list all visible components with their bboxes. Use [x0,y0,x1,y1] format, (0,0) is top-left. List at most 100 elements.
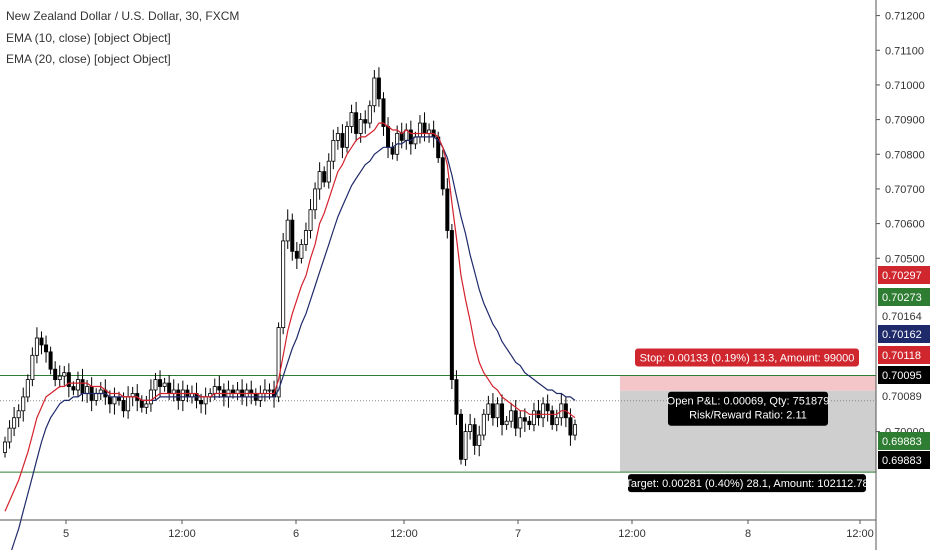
candle-body [440,157,445,190]
candle-body [285,219,290,242]
stop-tag-bg [635,348,859,367]
candle-body [44,344,49,353]
candle-body [417,122,422,138]
candle-body [390,146,395,155]
candle-body [30,354,35,381]
candle-body [48,351,53,370]
candle-body [326,160,331,183]
candle-body [331,139,336,162]
candle-body [276,327,281,398]
price-label-bg [878,307,930,325]
candle-body [71,386,76,391]
price-label-text: 0.70273 [882,292,922,304]
candle-body [527,420,532,426]
candle-body [203,396,208,405]
candle-body [372,77,377,107]
candle-body [167,382,172,394]
price-label-text: 0.70162 [882,329,922,341]
candle-body [180,389,185,401]
candle-body [500,403,505,426]
candle-body [126,396,131,412]
price-label-bg [878,288,930,306]
candle-body [458,413,463,460]
target-tag-bg [628,474,866,493]
candle-body [509,410,514,422]
candle-body [513,410,518,429]
candle-body [212,386,217,394]
candle-body [472,424,477,446]
price-tick-label: 0.70500 [885,253,925,265]
ema20-line [11,136,576,550]
candle-body [281,240,286,328]
price-label-bg [878,451,930,469]
candle-body [518,417,523,429]
candle-body [367,105,372,124]
candle-body [422,122,427,134]
candle-body [408,129,413,145]
stop-tag-text: Stop: 0.00133 (0.19%) 13.3, Amount: 9900… [640,352,855,364]
candle-body [112,396,117,405]
price-label-text: 0.70297 [882,270,922,282]
candle-body [7,427,12,443]
time-tick-label: 6 [293,528,299,540]
time-tick-label: 8 [745,528,751,540]
candle-body [16,410,21,419]
candles [3,67,578,466]
candle-body [139,399,144,408]
candle-body [568,417,573,436]
ema-lines [4,122,576,550]
candle-body [144,403,149,408]
candle-body [267,389,272,392]
candle-body [317,171,322,190]
candle-body [39,337,44,346]
candle-body [162,382,167,387]
candle-body [454,379,459,415]
candle-body [80,379,85,394]
candle-body [66,372,71,387]
candle-body [294,250,299,259]
candle-body [504,420,509,426]
price-label-text: 0.70095 [882,370,922,382]
candle-body [522,417,527,422]
candle-body [340,133,345,148]
candle-body [468,424,473,432]
price-label-bg [878,387,930,405]
price-tick-label: 0.70800 [885,149,925,161]
candle-body [21,396,26,412]
candle-body [53,368,58,381]
price-label-bg [878,346,930,364]
candle-body [449,230,454,381]
price-label-text: 0.70118 [882,350,921,362]
legend-ema10: EMA (10, close) [object Object] [6,31,171,45]
candle-body [463,431,468,460]
time-tick-label: 12:00 [618,528,646,540]
price-axis[interactable]: 0.71200 0.71100 0.71000 0.70900 0.70800 0.707… [875,0,932,550]
candle-body [363,119,368,124]
candle-body [75,379,80,391]
candle-body [376,77,381,100]
pnl-line2: Risk/Reward Ratio: 2.11 [689,410,807,422]
candle-body [217,386,222,391]
candle-body [381,98,386,127]
price-label-text: 0.70164 [882,311,922,323]
candle-body [313,188,318,211]
time-axis[interactable]: 5 12:00 6 12:00 7 12:00 8 12:00 [0,519,876,540]
candle-body [148,389,153,405]
price-tick-label: 0.70900 [885,115,925,127]
candle-body [386,126,391,148]
candle-body [349,112,354,127]
price-tick-label: 0.70700 [885,184,925,196]
candle-body [358,119,363,134]
candle-body [3,441,8,453]
price-label-text: 0.69883 [882,455,922,467]
candle-body [12,417,17,429]
candle-body [399,133,404,141]
time-tick-label: 5 [63,528,69,540]
price-tick-label: 0.71000 [885,80,925,92]
time-tick-label: 12:00 [846,528,874,540]
candle-body [335,133,340,141]
candle-body [290,219,295,252]
price-tick-label: 0.71200 [885,11,925,23]
price-label-bg [878,432,930,450]
